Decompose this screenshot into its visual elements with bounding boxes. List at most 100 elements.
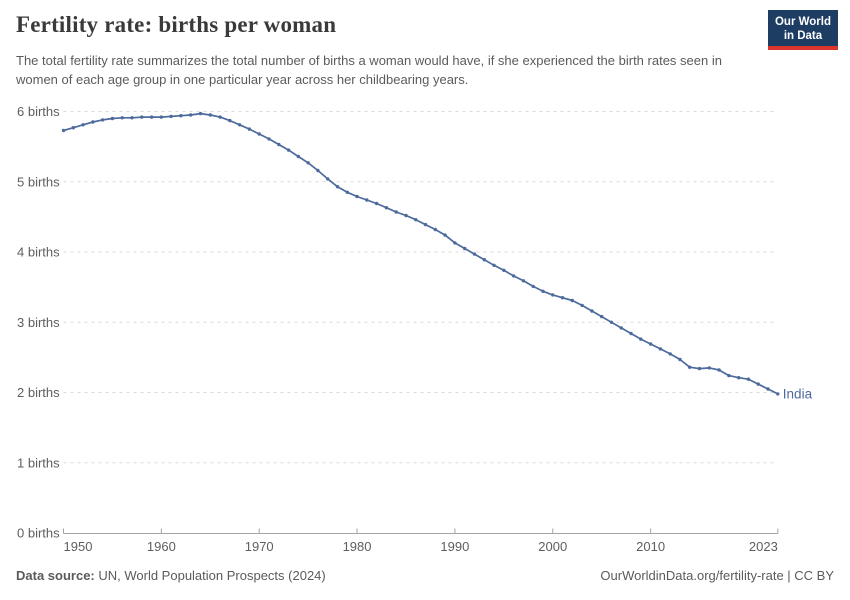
india-point-1982 bbox=[374, 201, 379, 206]
india-point-2000 bbox=[551, 293, 555, 297]
india-point-2012 bbox=[668, 352, 672, 356]
india-point-1983 bbox=[384, 206, 389, 210]
india-point-2018 bbox=[727, 373, 731, 378]
x-axis-label-2010: 2010 bbox=[636, 539, 665, 554]
india-point-1978 bbox=[335, 185, 340, 189]
india-point-1996 bbox=[511, 274, 516, 278]
india-point-1974 bbox=[296, 154, 300, 159]
y-axis-label-2: 2 births bbox=[17, 385, 60, 400]
owid-logo-line2: in Data bbox=[783, 30, 823, 42]
india-point-1985 bbox=[404, 213, 408, 218]
india-point-1988 bbox=[433, 227, 437, 232]
x-axis-label-1980: 1980 bbox=[343, 539, 372, 554]
india-point-1991 bbox=[463, 246, 467, 251]
y-axis-label-6: 6 births bbox=[17, 104, 60, 119]
india-point-1956 bbox=[120, 116, 124, 120]
india-point-1980 bbox=[355, 194, 359, 199]
credit-link[interactable]: OurWorldinData.org/fertility-rate | CC B… bbox=[600, 568, 834, 583]
india-point-2002 bbox=[570, 298, 574, 303]
india-point-2005 bbox=[600, 314, 604, 319]
india-point-2009 bbox=[639, 337, 643, 341]
india-point-1966 bbox=[218, 115, 222, 119]
x-axis-label-1960: 1960 bbox=[147, 539, 176, 554]
india-point-1954 bbox=[100, 118, 105, 122]
india-point-1962 bbox=[179, 114, 183, 118]
india-point-1999 bbox=[541, 289, 545, 293]
india-point-1997 bbox=[521, 279, 526, 283]
india-point-1971 bbox=[267, 137, 271, 141]
india-point-1973 bbox=[286, 148, 291, 152]
y-axis-label-1: 1 births bbox=[17, 455, 60, 470]
india-point-1992 bbox=[472, 252, 477, 256]
x-axis-label-2000: 2000 bbox=[538, 539, 567, 554]
india-point-1964 bbox=[198, 111, 203, 116]
india-point-1977 bbox=[326, 177, 330, 181]
data-source-label: Data source: bbox=[16, 568, 95, 583]
india-point-2008 bbox=[629, 331, 633, 336]
india-point-1955 bbox=[110, 116, 115, 121]
india-point-1994 bbox=[492, 263, 496, 267]
india-point-2006 bbox=[609, 320, 614, 324]
y-axis-label-5: 5 births bbox=[17, 174, 60, 189]
india-point-2007 bbox=[619, 326, 623, 330]
x-axis-label-1990: 1990 bbox=[440, 539, 469, 554]
india-point-1950 bbox=[61, 128, 66, 133]
data-source: Data source: UN, World Population Prospe… bbox=[16, 568, 326, 583]
owid-logo-line1: Our World bbox=[774, 16, 831, 28]
india-point-1981 bbox=[365, 198, 369, 202]
chart-subtitle: The total fertility rate summarizes the … bbox=[16, 53, 722, 87]
india-point-1969 bbox=[247, 127, 252, 131]
india-point-2019 bbox=[737, 376, 741, 380]
india-point-1968 bbox=[237, 123, 242, 127]
india-point-1984 bbox=[394, 210, 398, 214]
x-axis-label-1970: 1970 bbox=[245, 539, 274, 554]
india-point-2011 bbox=[658, 347, 663, 351]
india-point-2003 bbox=[580, 303, 584, 308]
india-point-1979 bbox=[345, 190, 349, 194]
india-point-1990 bbox=[453, 241, 457, 245]
india-point-1987 bbox=[423, 222, 428, 227]
india-point-1986 bbox=[414, 218, 418, 222]
y-axis-label-0: 0 births bbox=[17, 526, 60, 541]
india-point-1963 bbox=[189, 113, 193, 117]
india-point-1958 bbox=[140, 115, 144, 119]
india-point-1989 bbox=[443, 233, 447, 237]
india-point-1998 bbox=[531, 284, 535, 289]
india-point-1995 bbox=[502, 268, 506, 272]
y-axis-label-3: 3 births bbox=[17, 315, 60, 330]
india-point-2001 bbox=[560, 296, 565, 300]
india-point-2014 bbox=[688, 365, 692, 369]
india-series-line bbox=[63, 112, 779, 395]
india-point-2017 bbox=[717, 368, 721, 372]
india-point-1972 bbox=[277, 142, 281, 147]
owid-logo[interactable]: Our World in Data bbox=[767, 10, 838, 50]
india-point-1960 bbox=[159, 115, 163, 119]
india-point-1952 bbox=[81, 123, 85, 127]
india-point-1976 bbox=[316, 168, 320, 173]
india-point-1993 bbox=[482, 258, 486, 262]
india-point-2022 bbox=[766, 387, 770, 391]
india-point-1959 bbox=[149, 115, 154, 119]
india-point-2023 bbox=[776, 392, 780, 396]
chart-footer: Data source: UN, World Population Prospe… bbox=[16, 568, 834, 583]
x-axis-label-1950: 1950 bbox=[64, 539, 93, 554]
india-point-2015 bbox=[697, 366, 702, 371]
x-axis-label-2023: 2023 bbox=[749, 539, 778, 554]
india-point-1953 bbox=[91, 120, 95, 124]
india-point-1970 bbox=[257, 132, 261, 136]
india-point-2020 bbox=[746, 377, 751, 381]
india-point-1975 bbox=[306, 161, 310, 165]
data-source-text: UN, World Population Prospects (2024) bbox=[94, 568, 326, 583]
series-end-label: India bbox=[783, 386, 813, 401]
india-point-2013 bbox=[678, 357, 682, 362]
india-point-2021 bbox=[756, 382, 760, 386]
india-point-1967 bbox=[228, 118, 232, 123]
india-point-2016 bbox=[707, 366, 711, 370]
india-point-2010 bbox=[648, 342, 653, 346]
india-point-1951 bbox=[71, 126, 76, 130]
india-point-1957 bbox=[130, 116, 134, 120]
y-axis-label-4: 4 births bbox=[17, 245, 60, 260]
page-title: Fertility rate: births per woman bbox=[16, 12, 337, 37]
